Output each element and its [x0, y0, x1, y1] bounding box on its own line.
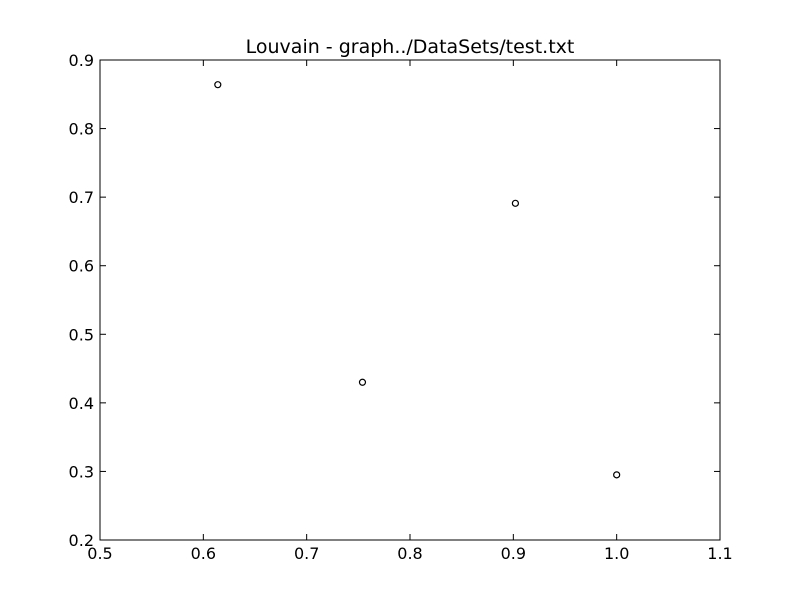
- y-tick-label: 0.3: [69, 462, 94, 481]
- x-tick-label: 1.1: [707, 544, 732, 563]
- y-tick-label: 0.5: [69, 325, 94, 344]
- data-point: [358, 378, 367, 386]
- y-tick-label: 0.4: [69, 394, 94, 413]
- axis-ticks: 0.5 0.6 0.7 0.8 0.9 1.0 1.1 0.2 0.3 0.4 0.5 0.6 0.7 0…: [69, 51, 733, 563]
- y-tick-label: 0.7: [69, 188, 94, 207]
- x-tick-label: 1.0: [604, 544, 629, 563]
- data-point: [214, 81, 222, 89]
- x-tick-label: 0.5: [87, 544, 112, 563]
- data-point: [511, 199, 520, 207]
- y-tick-label: 0.2: [69, 531, 94, 550]
- x-tick-label: 0.7: [294, 544, 319, 563]
- x-tick-label: 0.8: [397, 544, 422, 563]
- y-tick-label: 0.8: [69, 120, 94, 139]
- y-tick-label: 0.6: [69, 257, 94, 276]
- y-tick-label: 0.9: [69, 51, 94, 70]
- data-point: [613, 471, 621, 479]
- x-tick-label: 0.6: [191, 544, 216, 563]
- plot-area-frame: [99, 59, 721, 541]
- x-tick-label: 0.9: [501, 544, 526, 563]
- chart-title: Louvain - graph../DataSets/test.txt: [246, 36, 575, 58]
- data-points: [214, 81, 621, 479]
